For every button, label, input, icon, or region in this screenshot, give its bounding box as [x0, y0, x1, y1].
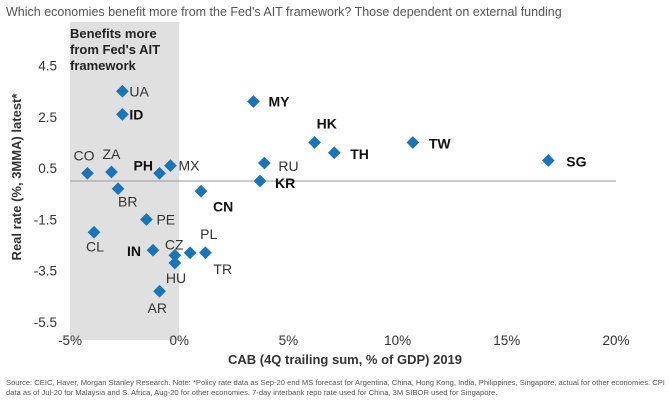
data-point-marker: [153, 166, 166, 180]
data-point-marker: [258, 156, 271, 170]
data-point-marker: [327, 146, 341, 160]
x-tick-label: 5%: [279, 333, 299, 348]
data-point-label: TW: [429, 136, 452, 152]
x-tick-label: 20%: [602, 333, 629, 348]
data-point-marker: [194, 184, 208, 198]
shaded-region-label-line-1: Benefits more: [70, 26, 157, 41]
data-point-marker: [153, 284, 166, 298]
data-point-label: BR: [118, 194, 137, 210]
data-point-marker: [247, 95, 260, 108]
data-point-marker: [164, 159, 177, 172]
data-point-marker: [111, 182, 125, 196]
data-point-label: TR: [213, 261, 232, 277]
data-point-label: CL: [86, 238, 104, 254]
y-tick-label: 2.5: [38, 110, 57, 125]
data-point-marker: [541, 154, 555, 167]
data-point-label: ID: [129, 106, 143, 122]
data-point-label: SG: [566, 153, 586, 169]
data-point-marker: [253, 174, 267, 188]
x-tick-label: -5%: [58, 333, 82, 348]
data-point-marker: [199, 246, 212, 260]
data-point-label: RU: [278, 158, 298, 174]
data-point-label: PH: [134, 157, 153, 173]
data-point-marker: [308, 136, 321, 149]
source-note: Source: CEIC, Haver, Morgan Stanley Rese…: [6, 378, 665, 397]
data-point-marker: [105, 165, 118, 179]
data-point-marker: [406, 136, 420, 149]
data-point-label: UA: [129, 83, 149, 99]
chart-title: Which economies benefit more from the Fe…: [6, 5, 562, 19]
data-point-label: IN: [127, 243, 141, 259]
y-tick-label: -3.5: [34, 264, 57, 279]
data-point-marker: [140, 213, 153, 226]
x-axis-label: CAB (4Q trailing sum, % of GDP) 2019: [228, 352, 462, 367]
x-tick-label: 10%: [384, 333, 411, 348]
data-point-label: HK: [317, 116, 337, 132]
shaded-region-label-line-2: from Fed's AIT: [70, 42, 160, 57]
data-point-label: HU: [166, 270, 186, 286]
x-axis-ticks: -5% 0% 5% 10% 15% 20%: [58, 333, 630, 348]
y-axis-label: Real rate (%, 3MMA) latest*: [9, 93, 24, 261]
shaded-region-label-line-3: framework: [70, 58, 137, 73]
y-tick-label: -1.5: [34, 212, 57, 227]
data-point-marker: [87, 225, 101, 239]
data-point-label: PE: [156, 211, 175, 227]
data-point-label: AR: [148, 300, 167, 316]
data-point-label: MY: [268, 94, 290, 110]
data-point-marker: [168, 256, 182, 270]
data-point-label: CZ: [165, 236, 184, 252]
data-point-marker: [168, 248, 182, 262]
y-tick-label: 4.5: [38, 59, 57, 74]
data-point-label: CN: [213, 198, 233, 214]
data-point-label: PL: [200, 226, 217, 242]
x-tick-label: 15%: [493, 333, 520, 348]
data-point-label: CO: [73, 147, 94, 163]
data-point-marker: [81, 166, 94, 180]
data-point-marker: [183, 246, 197, 260]
data-point-label: MX: [178, 158, 200, 174]
data-point-label: KR: [275, 175, 295, 191]
x-tick-label: 0%: [169, 333, 189, 348]
scatter-chart: Benefits more from Fed's AIT framework 4…: [9, 22, 630, 367]
data-point-label: ZA: [102, 146, 121, 162]
y-axis-ticks: 4.5 2.5 0.5 -1.5 -3.5 -5.5: [34, 59, 57, 330]
y-tick-label: -5.5: [34, 315, 57, 330]
y-tick-label: 0.5: [38, 161, 57, 176]
data-point-label: TH: [350, 146, 369, 162]
data-point-marker: [146, 243, 160, 257]
